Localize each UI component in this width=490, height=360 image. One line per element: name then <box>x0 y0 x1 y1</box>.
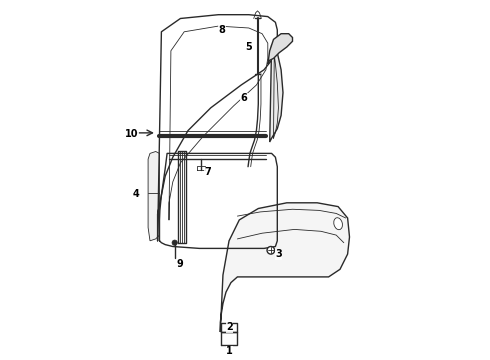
Circle shape <box>172 240 177 246</box>
Text: 10: 10 <box>125 129 139 139</box>
Polygon shape <box>220 203 349 332</box>
Polygon shape <box>268 34 293 64</box>
Text: 8: 8 <box>219 25 225 35</box>
Text: 5: 5 <box>245 42 252 52</box>
Text: 2: 2 <box>226 323 233 332</box>
Polygon shape <box>270 45 283 142</box>
Text: 4: 4 <box>133 189 140 199</box>
Text: 9: 9 <box>176 259 183 269</box>
Text: 6: 6 <box>241 93 247 103</box>
Text: 1: 1 <box>226 346 233 356</box>
Text: 3: 3 <box>275 249 282 259</box>
Polygon shape <box>148 152 159 241</box>
Circle shape <box>267 247 274 254</box>
Text: 7: 7 <box>204 167 211 177</box>
Ellipse shape <box>334 218 343 230</box>
